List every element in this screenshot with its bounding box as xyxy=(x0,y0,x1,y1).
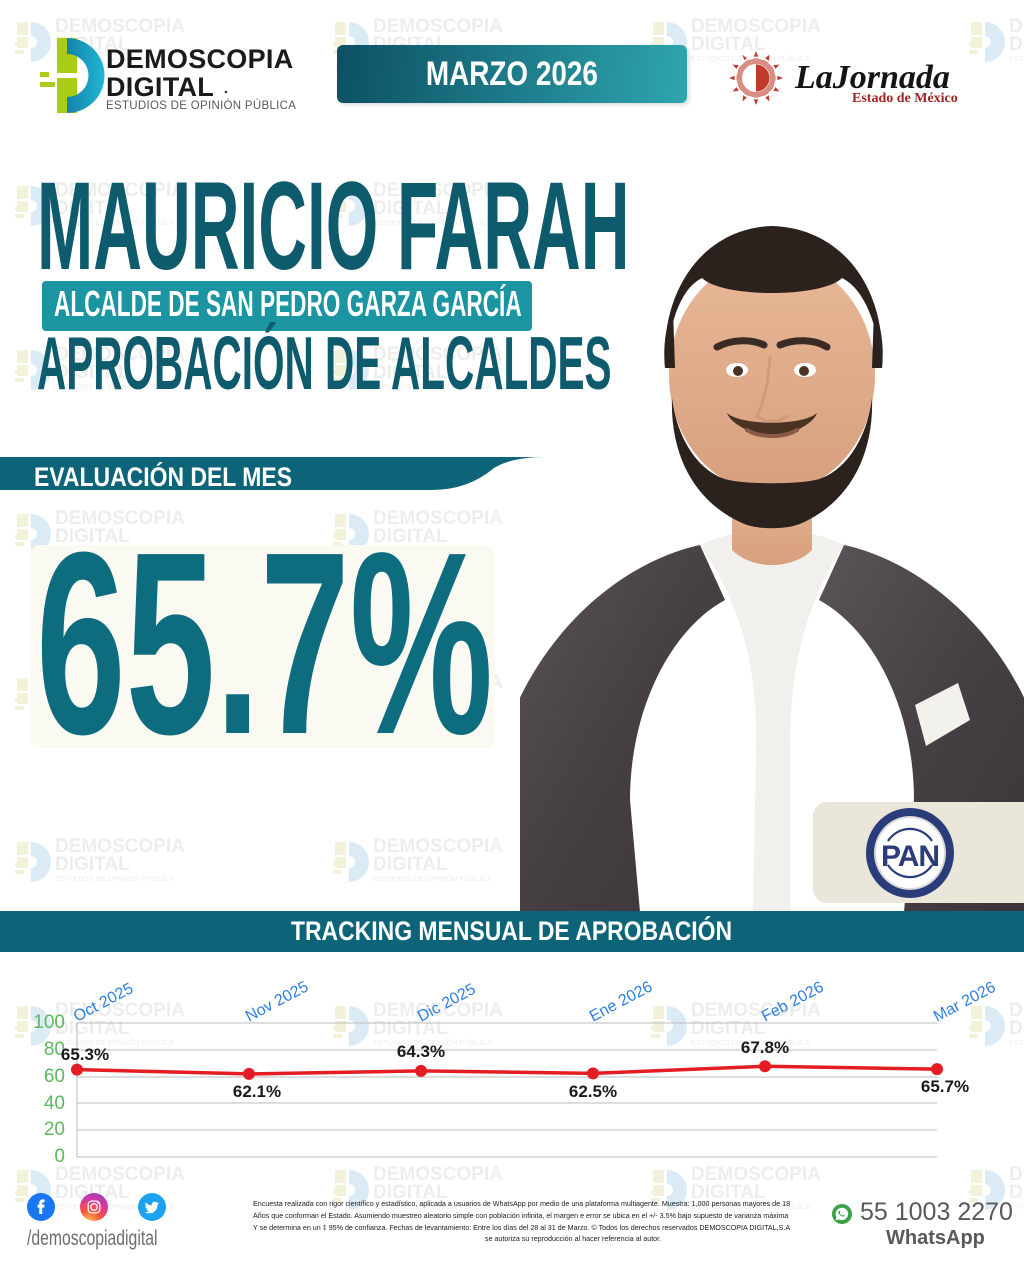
svg-text:20: 20 xyxy=(44,1119,65,1140)
svg-text:DEMOSCOPIA: DEMOSCOPIA xyxy=(106,44,294,74)
svg-text:Dic 2025: Dic 2025 xyxy=(415,981,479,1026)
svg-text:60: 60 xyxy=(44,1066,65,1087)
svg-text:DIGITAL: DIGITAL xyxy=(106,72,214,102)
svg-text:67.8%: 67.8% xyxy=(741,1038,789,1057)
svg-text:.: . xyxy=(224,80,228,96)
svg-text:Nov 2025: Nov 2025 xyxy=(243,978,312,1025)
svg-text:Ene 2026: Ene 2026 xyxy=(587,978,656,1025)
svg-text:40: 40 xyxy=(44,1093,65,1114)
svg-text:64.3%: 64.3% xyxy=(397,1042,445,1061)
svg-text:PAN: PAN xyxy=(881,840,939,873)
svg-text:62.1%: 62.1% xyxy=(233,1082,281,1101)
svg-text:100: 100 xyxy=(33,1012,65,1033)
svg-text:Feb 2026: Feb 2026 xyxy=(759,979,827,1026)
svg-text:65.3%: 65.3% xyxy=(61,1045,109,1064)
svg-text:62.5%: 62.5% xyxy=(569,1082,617,1101)
svg-text:ESTUDIOS DE OPINIÓN PÚBLICA: ESTUDIOS DE OPINIÓN PÚBLICA xyxy=(106,99,296,112)
svg-text:Mar 2026: Mar 2026 xyxy=(931,979,999,1026)
svg-text:Oct 2025: Oct 2025 xyxy=(71,980,136,1026)
svg-text:Estado de México: Estado de México xyxy=(852,91,958,106)
svg-text:65.7%: 65.7% xyxy=(921,1077,969,1096)
svg-text:0: 0 xyxy=(54,1146,65,1167)
